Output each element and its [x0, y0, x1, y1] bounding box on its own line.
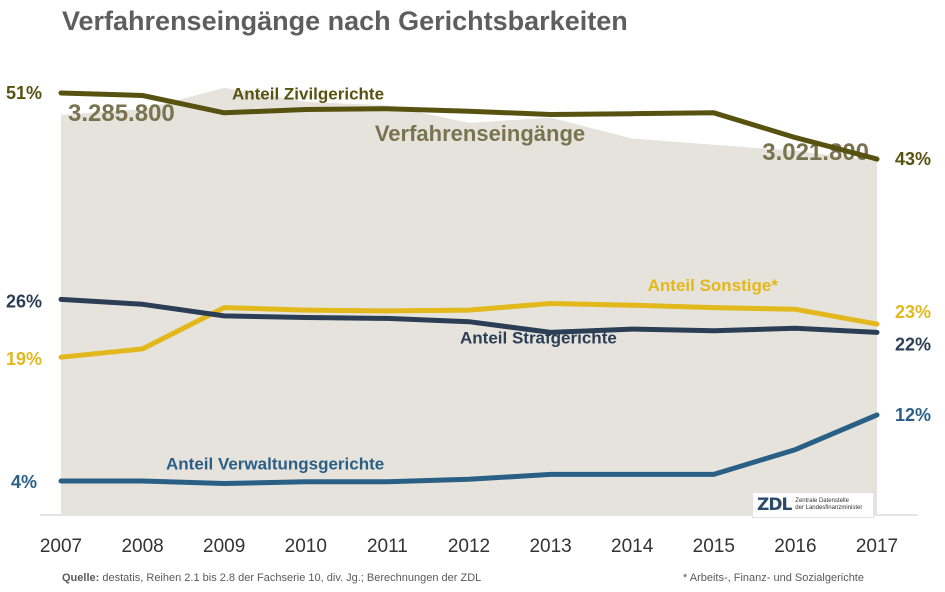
source-note: Quelle: destatis, Reihen 2.1 bis 2.8 der…: [62, 572, 481, 584]
area-start-label: 3.285.800: [68, 100, 175, 127]
series-layer: [58, 90, 880, 486]
end-label-zivil: 43%: [895, 149, 931, 169]
zdl-logo-line2: der Landesfinanzminister: [795, 505, 863, 511]
series-name-verwaltung: Anteil Verwaltungsgerichte: [166, 455, 384, 474]
x-tick-label: 2011: [367, 536, 408, 557]
zdl-logo-mark: ZDL: [757, 495, 792, 515]
x-tick-label: 2012: [448, 536, 490, 557]
series-line-straf: [58, 296, 880, 335]
series-line-sonstige: [58, 301, 880, 360]
end-label-sonstige: 23%: [895, 302, 931, 322]
area-verfahrenseingaenge: [61, 87, 877, 515]
series-name-zivil: Anteil Zivilgerichte: [232, 85, 384, 104]
zdl-logo: ZDL Zentrale Datenstelle der Landesfinan…: [752, 492, 874, 518]
axis-layer: 2007 2008 2009 2010 2011 2012 2013 2014 2015 2016…: [40, 514, 918, 557]
end-label-straf: 22%: [895, 334, 931, 354]
series-name-sonstige: Anteil Sonstige*: [648, 276, 779, 295]
source-text: destatis, Reihen 2.1 bis 2.8 der Fachser…: [99, 572, 482, 584]
zdl-logo-text: Zentrale Datenstelle der Landesfinanzmin…: [795, 498, 862, 512]
footnote: * Arbeits-, Finanz- und Sozialgerichte: [683, 572, 864, 584]
chart-title: Verfahrenseingänge nach Gerichtsbarkeite…: [62, 6, 628, 36]
series-name-straf: Anteil Strafgerichte: [460, 328, 617, 347]
area-series-label: Verfahrenseingänge: [375, 121, 585, 146]
x-tick-label: 2014: [611, 536, 654, 557]
end-label-verwaltung: 12%: [895, 405, 931, 425]
x-tick-label: 2010: [285, 536, 327, 557]
x-tick-label: 2015: [693, 536, 735, 557]
series-line-zivil: [58, 90, 880, 162]
start-label-verwaltung: 4%: [11, 472, 37, 492]
x-tick-label: 2008: [121, 536, 163, 557]
start-label-sonstige: 19%: [6, 349, 42, 369]
x-tick-label: 2017: [856, 536, 898, 557]
label-layer: 51% 43% Anteil Zivilgerichte 19% 23% Anteil S…: [6, 83, 931, 492]
x-tick-label: 2016: [774, 536, 816, 557]
start-label-straf: 26%: [6, 291, 42, 311]
x-tick-label: 2007: [40, 536, 82, 557]
zdl-logo-line1: Zentrale Datenstelle: [795, 498, 849, 504]
x-tick-label: 2009: [203, 536, 245, 557]
x-tick-label: 2013: [529, 536, 571, 557]
source-label: Quelle:: [62, 572, 100, 584]
series-line-verwaltung: [58, 412, 880, 486]
start-label-zivil: 51%: [6, 83, 42, 103]
